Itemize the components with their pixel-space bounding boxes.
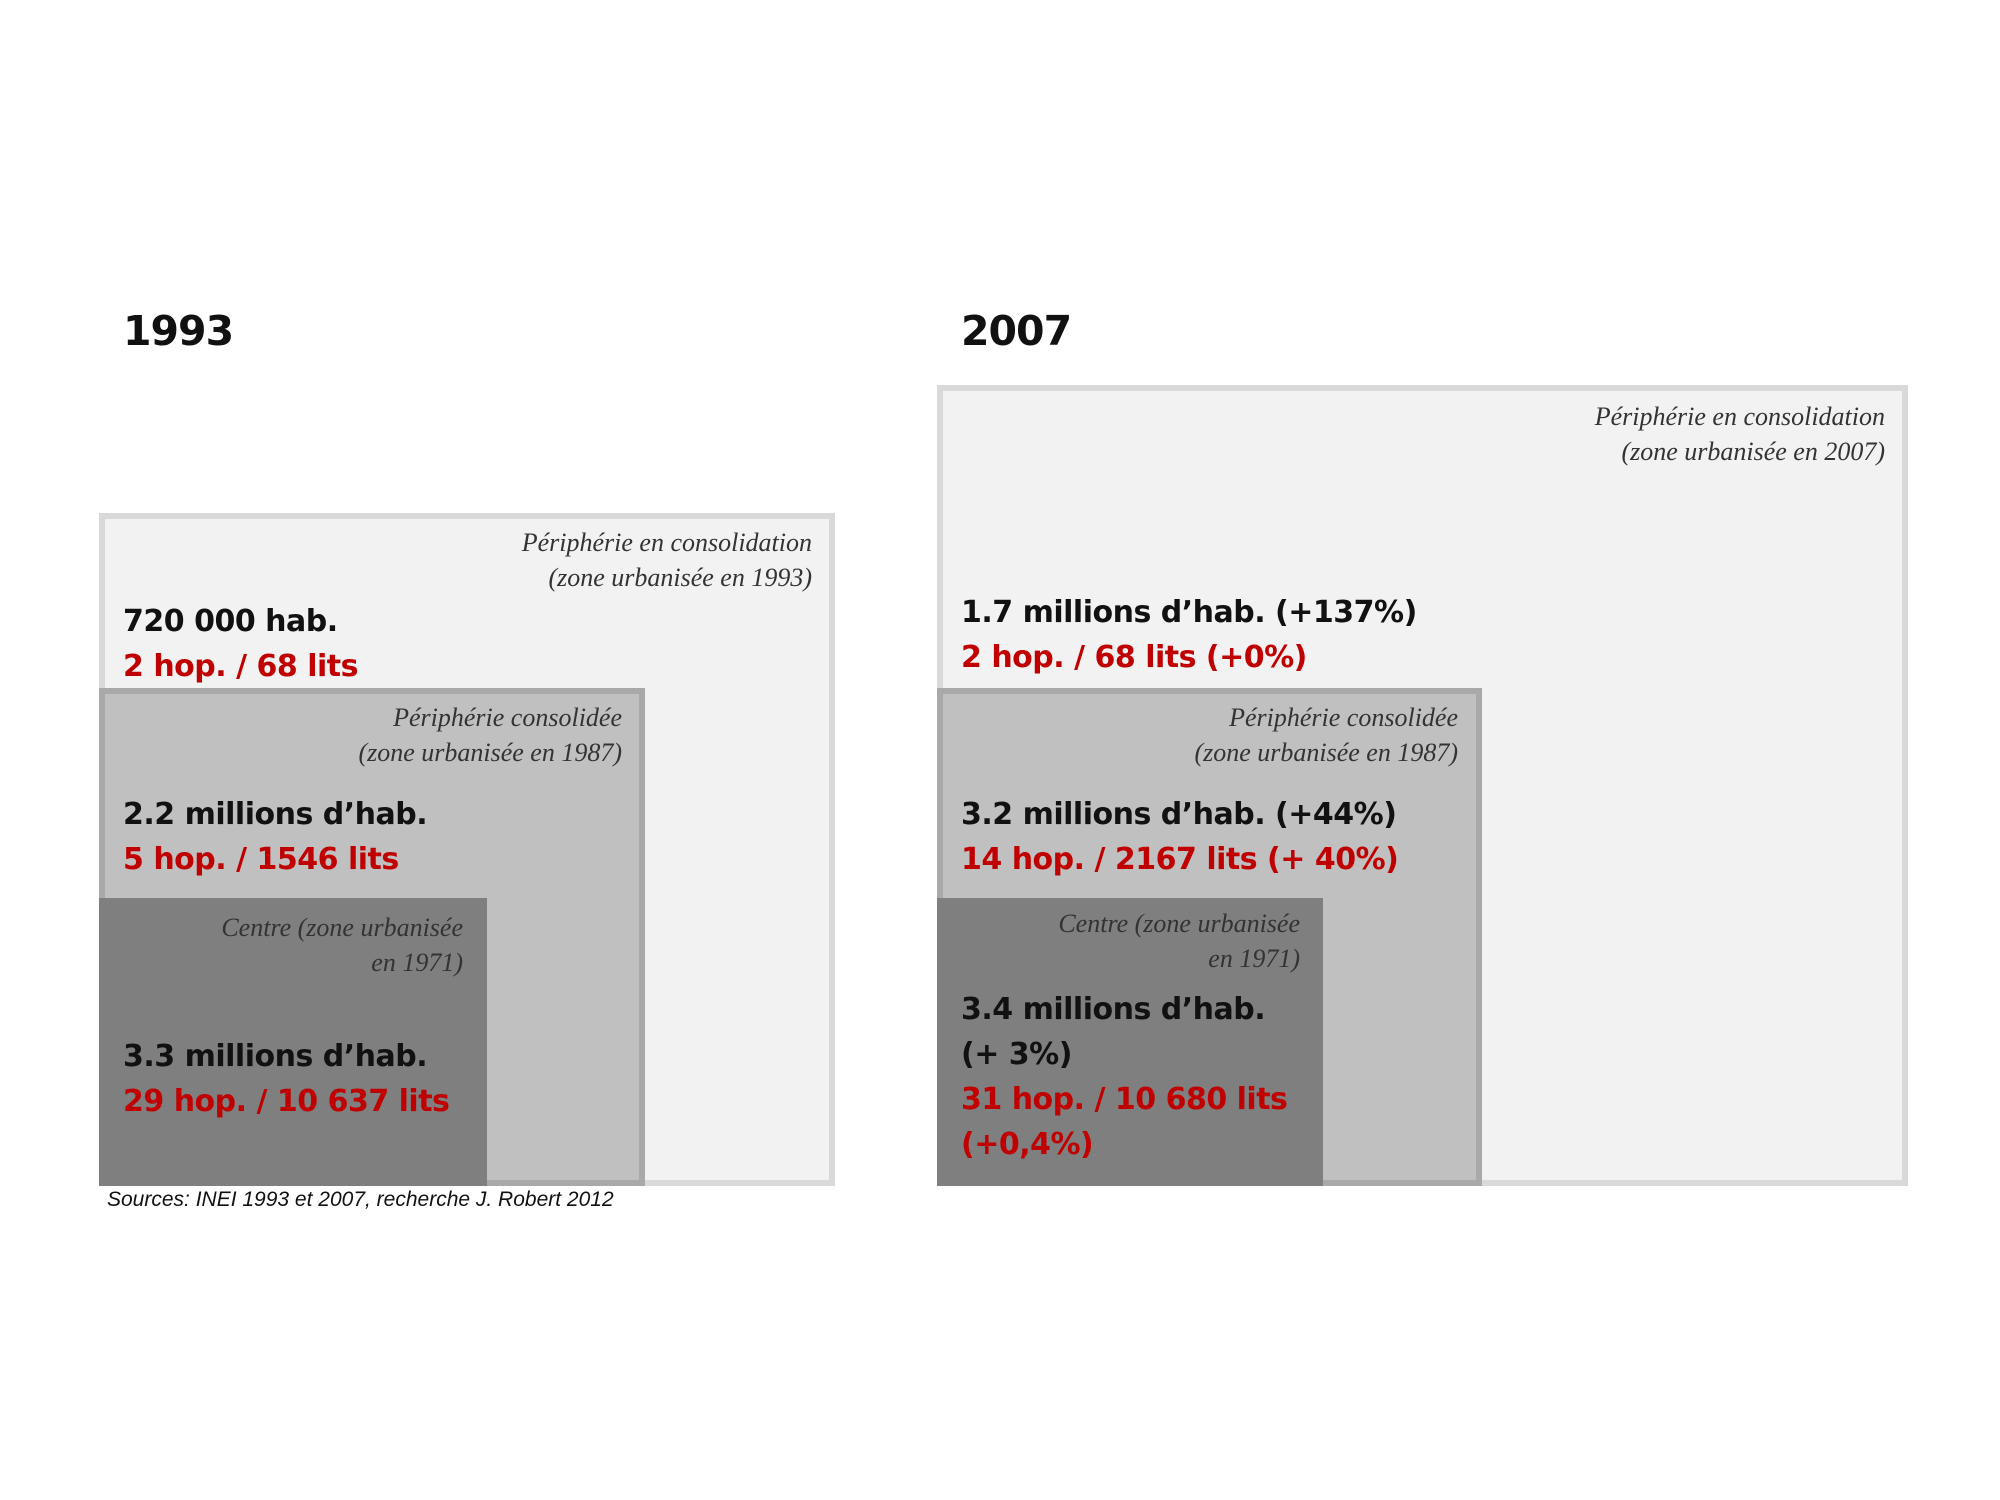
hospitals-change-centre-2007: (+0,4%) xyxy=(961,1127,1094,1162)
zone-label-line: (zone urbanisée en 1987) xyxy=(1194,738,1458,767)
hospitals-periphery-consolidated-1993: 5 hop. / 1546 lits xyxy=(123,842,399,877)
zone-label-line: en 1971) xyxy=(1208,944,1300,973)
population-periphery-consolidating-1993: 720 000 hab. xyxy=(123,604,338,639)
year-title-1993: 1993 xyxy=(123,307,234,355)
zone-label-periphery-consolidating-1993: Périphérie en consolidation (zone urbani… xyxy=(522,525,812,595)
zone-label-line: Périphérie en consolidation xyxy=(1594,402,1885,431)
zone-label-line: (zone urbanisée en 1987) xyxy=(358,738,622,767)
population-periphery-consolidated-1993: 2.2 millions d’hab. xyxy=(123,797,428,832)
population-centre-1993: 3.3 millions d’hab. xyxy=(123,1039,428,1074)
zone-label-line: Périphérie consolidée xyxy=(1229,703,1458,732)
zone-label-line: (zone urbanisée en 1993) xyxy=(548,563,812,592)
population-change-centre-2007: (+ 3%) xyxy=(961,1037,1072,1072)
source-note: Sources: INEI 1993 et 2007, recherche J.… xyxy=(107,1188,614,1211)
zone-label-centre-2007: Centre (zone urbanisée en 1971) xyxy=(1058,906,1300,976)
zone-label-periphery-consolidated-1993: Périphérie consolidée (zone urbanisée en… xyxy=(358,700,622,770)
hospitals-centre-2007: 31 hop. / 10 680 lits xyxy=(961,1082,1288,1117)
zone-label-line: en 1971) xyxy=(371,948,463,977)
zone-label-line: Centre (zone urbanisée xyxy=(221,913,463,942)
year-title-2007: 2007 xyxy=(961,307,1072,355)
zone-label-centre-1993: Centre (zone urbanisée en 1971) xyxy=(221,910,463,980)
zone-label-line: Périphérie en consolidation xyxy=(521,528,812,557)
zone-box-centre-2007 xyxy=(937,898,1323,1186)
zone-label-periphery-consolidated-2007: Périphérie consolidée (zone urbanisée en… xyxy=(1194,700,1458,770)
population-centre-2007: 3.4 millions d’hab. xyxy=(961,992,1266,1027)
zone-label-line: Centre (zone urbanisée xyxy=(1058,909,1300,938)
zone-box-centre-1993 xyxy=(99,898,487,1186)
hospitals-periphery-consolidated-2007: 14 hop. / 2167 lits (+ 40%) xyxy=(961,842,1399,877)
hospitals-periphery-consolidating-1993: 2 hop. / 68 lits xyxy=(123,649,358,684)
hospitals-periphery-consolidating-2007: 2 hop. / 68 lits (+0%) xyxy=(961,640,1307,675)
zone-label-line: Périphérie consolidée xyxy=(393,703,622,732)
hospitals-centre-1993: 29 hop. / 10 637 lits xyxy=(123,1084,450,1119)
population-periphery-consolidated-2007: 3.2 millions d’hab. (+44%) xyxy=(961,797,1397,832)
population-periphery-consolidating-2007: 1.7 millions d’hab. (+137%) xyxy=(961,595,1417,630)
zone-label-periphery-consolidating-2007: Périphérie en consolidation (zone urbani… xyxy=(1595,399,1885,469)
zone-label-line: (zone urbanisée en 2007) xyxy=(1621,437,1885,466)
